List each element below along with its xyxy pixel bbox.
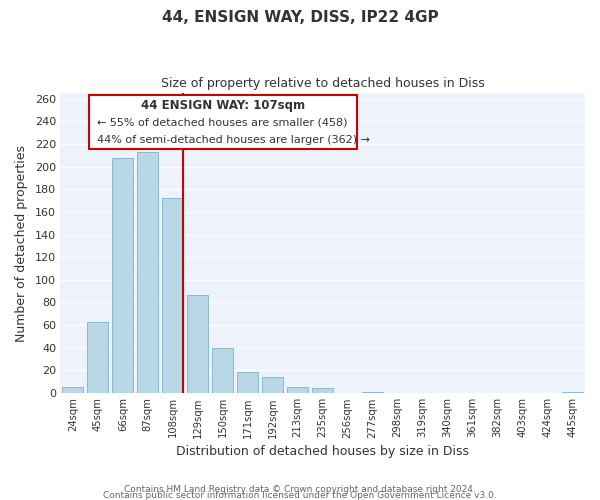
Text: 44, ENSIGN WAY, DISS, IP22 4GP: 44, ENSIGN WAY, DISS, IP22 4GP [161,10,439,25]
Text: 44 ENSIGN WAY: 107sqm: 44 ENSIGN WAY: 107sqm [141,99,305,112]
Bar [212,348,233,393]
Y-axis label: Number of detached properties: Number of detached properties [15,144,28,342]
Bar [562,392,583,393]
X-axis label: Distribution of detached houses by size in Diss: Distribution of detached houses by size … [176,444,469,458]
Bar [262,377,283,393]
FancyBboxPatch shape [89,94,357,148]
Bar [112,158,133,393]
Bar [162,198,184,393]
Bar [287,388,308,393]
Bar [362,392,383,393]
Bar [312,388,333,393]
Text: 44% of semi-detached houses are larger (362) →: 44% of semi-detached houses are larger (… [97,135,370,145]
Text: Contains public sector information licensed under the Open Government Licence v3: Contains public sector information licen… [103,490,497,500]
Bar [62,388,83,393]
Text: Contains HM Land Registry data © Crown copyright and database right 2024.: Contains HM Land Registry data © Crown c… [124,484,476,494]
Title: Size of property relative to detached houses in Diss: Size of property relative to detached ho… [161,78,485,90]
Text: ← 55% of detached houses are smaller (458): ← 55% of detached houses are smaller (45… [97,117,347,127]
Bar [187,294,208,393]
Bar [137,152,158,393]
Bar [87,322,109,393]
Bar [237,372,259,393]
